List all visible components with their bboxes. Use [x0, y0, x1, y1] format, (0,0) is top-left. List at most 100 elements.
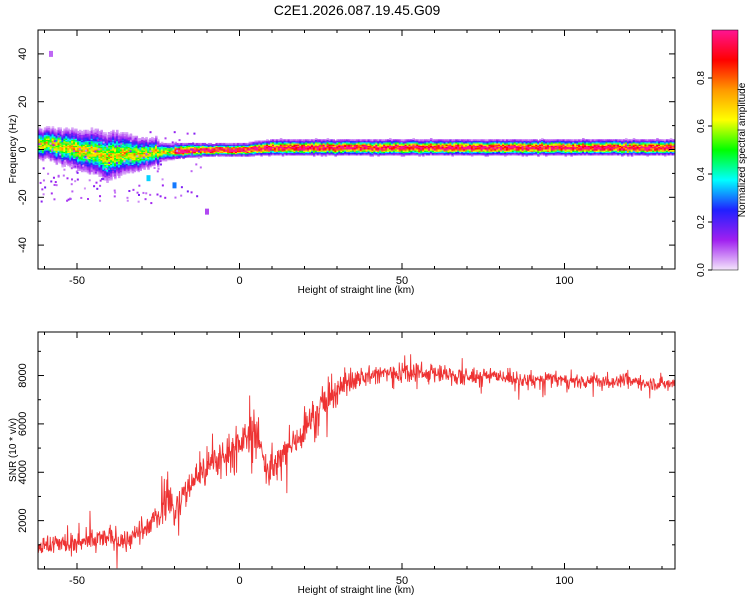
spectrogram-cell [133, 160, 137, 163]
spectrogram-cell [86, 148, 90, 151]
spectrogram-cell [472, 144, 476, 146]
spectrogram-cell [59, 148, 62, 151]
spectrogram-cell [67, 145, 70, 148]
spectrogram-cell [217, 152, 220, 155]
spectrogram-cell [41, 145, 45, 148]
spectrogram-cell [408, 148, 412, 151]
spectrogram-cell [162, 146, 166, 149]
spectrogram-cell [88, 130, 92, 133]
spectrogram-cell [266, 141, 269, 144]
spectrogram-cell [484, 142, 488, 145]
spectrogram-cell [568, 145, 571, 148]
spectrogram-cell [539, 144, 542, 146]
spectrogram-cell [472, 153, 476, 156]
spectrogram-cell [484, 140, 488, 143]
spectrogram-cell [414, 145, 417, 148]
spectrogram-cell [314, 144, 318, 146]
spectrogram-cell [123, 162, 127, 164]
spectrogram-cell [102, 151, 105, 154]
spectrogram-cell [53, 144, 57, 146]
spectrogram-cell [400, 150, 404, 152]
spectrogram-cell [71, 162, 74, 164]
spectrogram-cell [494, 141, 497, 144]
spectrogram-cell [116, 129, 119, 132]
spectrogram-cell [168, 145, 172, 148]
spectrogram-cell [506, 147, 509, 150]
spectrogram-cell [117, 176, 121, 179]
spectrogram-cell [435, 151, 439, 154]
spectrogram-cell [125, 148, 129, 151]
spectrogram-cell [359, 139, 363, 142]
spectrogram-cell [63, 162, 66, 164]
spectrogram-cell [272, 147, 275, 150]
spectrogram-cell [139, 156, 142, 158]
spectrogram-cell [312, 151, 316, 154]
spectrogram-cell [449, 152, 452, 155]
spectrogram-cell [65, 148, 68, 151]
spectrogram-cell [184, 156, 187, 158]
spectrogram-cell [492, 144, 495, 146]
spectrogram-cell [137, 142, 140, 145]
spectrogram-cell [556, 147, 560, 150]
spectrogram-cell [69, 135, 72, 138]
spectrogram-cell [98, 164, 101, 167]
spectrogram-cell [443, 142, 447, 145]
spectrogram-cell [186, 148, 189, 151]
spectrogram-cell [156, 141, 160, 144]
spectrogram-cell [67, 139, 70, 142]
spectrogram-cell [100, 160, 103, 163]
spectrogram-cell [504, 151, 507, 154]
spectrogram-cell [65, 138, 68, 140]
spectrogram-cell [546, 147, 550, 150]
spectrogram-cell [433, 153, 437, 156]
spectrogram-cell [137, 152, 140, 155]
spectrogram-cell [143, 159, 146, 162]
spectrogram-cell [336, 141, 339, 144]
spectrogram-cell [281, 145, 285, 148]
spectrogram-cell [153, 162, 156, 164]
spectrogram-cell [453, 152, 456, 155]
spectrogram-cell [213, 146, 217, 149]
spectrogram-cell [309, 147, 312, 150]
spectrogram-cell [69, 132, 72, 134]
spectrogram-cell [90, 130, 94, 133]
spectrogram-cell [385, 147, 388, 150]
spectrogram-cell [147, 142, 150, 145]
spectrogram-cell [554, 141, 558, 144]
spectrogram-cell [451, 154, 454, 157]
spectrogram-cell [309, 153, 312, 156]
spectrogram-cell [125, 170, 129, 173]
spectrogram-cell [135, 157, 139, 160]
spectrogram-cell [106, 150, 109, 152]
spectrogram-cell [314, 142, 318, 145]
spectrogram-cell [435, 144, 439, 146]
spectrogram-cell [515, 144, 519, 146]
spectrogram-cell [84, 170, 88, 173]
spectrogram-cell [94, 138, 98, 140]
spectrogram-cell [203, 147, 207, 150]
spectrogram-cell [112, 156, 115, 158]
spectrogram-cell [119, 141, 123, 144]
spectrogram-cell [468, 152, 472, 155]
spectrogram-cell [45, 153, 49, 156]
spectrogram-cell [474, 150, 478, 152]
spectrogram-cell [287, 151, 291, 154]
spectrogram-cell [379, 152, 382, 155]
spectrogram-cell [98, 158, 101, 161]
spectrogram-cell [106, 156, 109, 158]
spectrogram-cell [468, 142, 472, 145]
spectrogram-cell [439, 140, 443, 143]
spectrogram-cell [96, 166, 100, 169]
spectrogram-cell [270, 140, 273, 143]
spectrogram-cell [603, 152, 607, 155]
spectrogram-cell [264, 141, 267, 144]
spectrogram-cell [121, 148, 125, 151]
spectrogram-cell [283, 150, 287, 152]
spectrogram-cell [53, 160, 57, 163]
spectrogram-cell [219, 151, 222, 154]
spectrogram-cell [548, 142, 552, 145]
spectrogram-cell [465, 151, 468, 154]
spectrogram-cell [338, 142, 341, 145]
spectrogram-cell [281, 139, 285, 142]
spectrogram-cell [541, 144, 544, 146]
